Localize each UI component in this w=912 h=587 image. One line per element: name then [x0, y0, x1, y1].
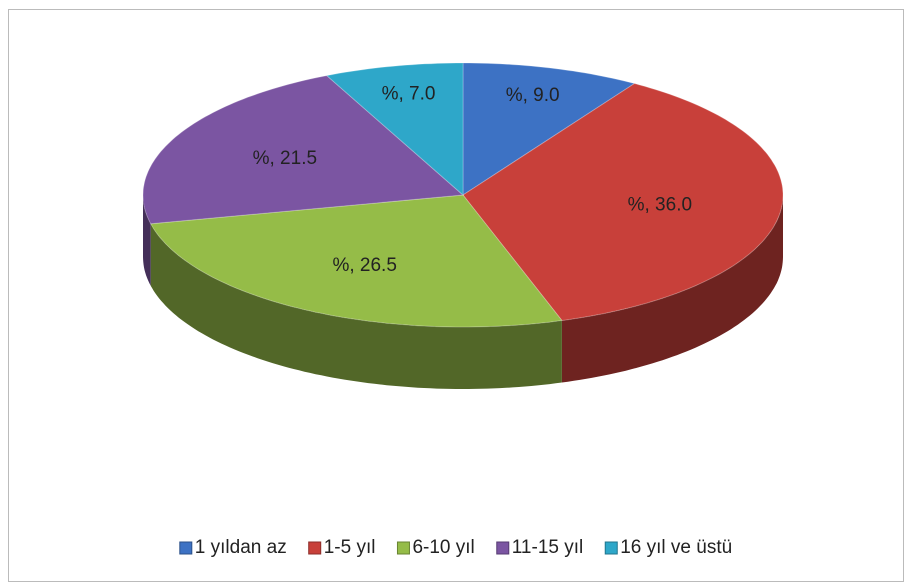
data-label: %, 36.0	[628, 194, 692, 215]
slice	[462, 82, 784, 322]
slice	[142, 75, 465, 225]
legend-label: 1-5 yıl	[324, 537, 376, 558]
legend-swatch	[179, 541, 193, 555]
slice-side	[561, 195, 783, 383]
legend: 1 yıldan az 1-5 yıl 6-10 yıl 11-15 yıl 16 yı…	[179, 537, 732, 558]
data-label: %, 9.0	[506, 85, 560, 106]
data-label: %, 7.0	[382, 84, 436, 105]
legend-label: 11-15 yıl	[512, 537, 583, 558]
legend-swatch	[308, 541, 322, 555]
slice-side	[150, 223, 562, 389]
slice	[325, 62, 464, 197]
legend-label: 6-10 yıl	[412, 537, 474, 558]
slice	[149, 194, 563, 328]
slice	[462, 62, 636, 196]
legend-label: 1 yıldan az	[195, 537, 287, 558]
legend-label: 16 yıl ve üstü	[620, 537, 732, 558]
slice-side	[143, 195, 151, 286]
legend-swatch	[396, 541, 410, 555]
data-label: %, 26.5	[332, 255, 396, 276]
data-label: %, 21.5	[253, 148, 317, 169]
legend-swatch	[496, 541, 510, 555]
legend-swatch	[604, 541, 618, 555]
